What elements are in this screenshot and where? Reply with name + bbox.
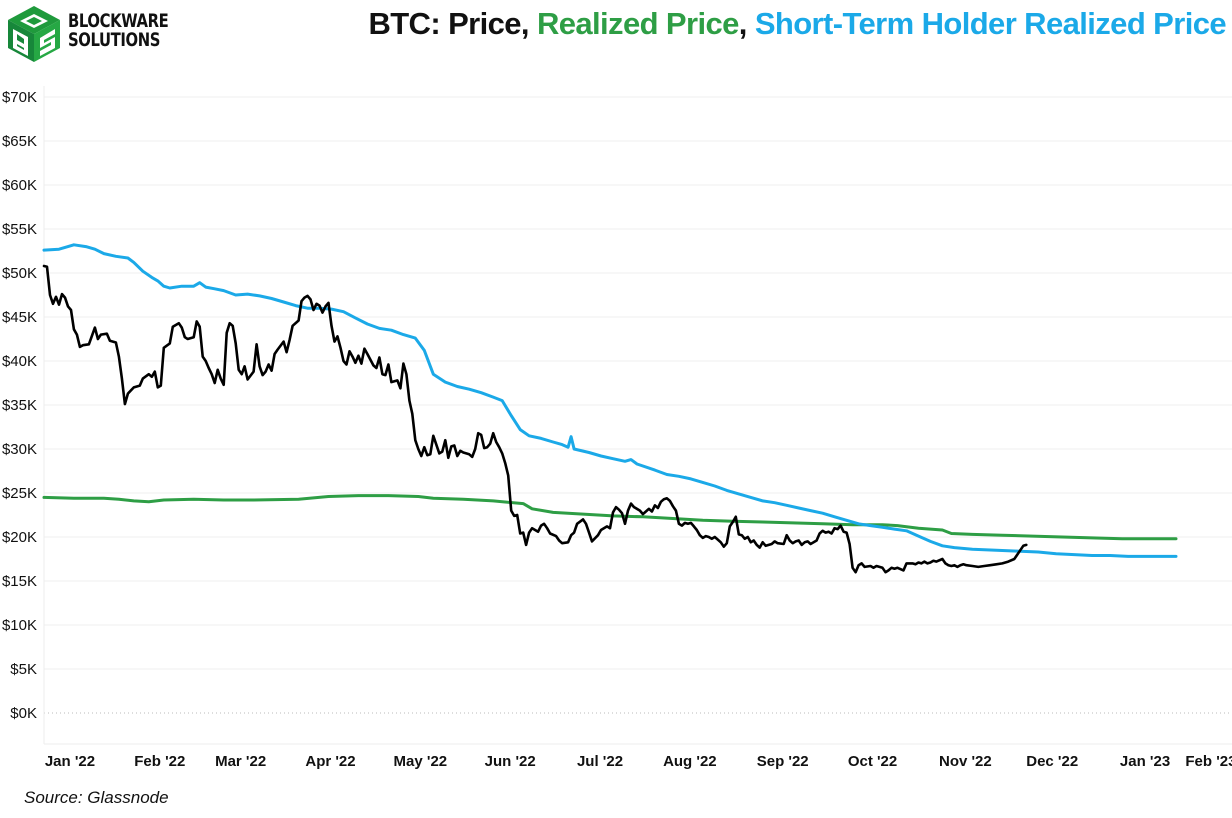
x-tick-label: Nov '22: [939, 753, 992, 770]
chart-title: BTC: Price, Realized Price, Short-Term H…: [368, 6, 1226, 42]
series-line-realized-price: [42, 494, 1178, 541]
title-separator: ,: [520, 6, 537, 41]
series-line-short-term-holder-realized-price: [42, 243, 1178, 558]
series-line-price: [42, 264, 1028, 574]
gridlines: [44, 96, 1232, 714]
y-tick-label: $65K: [2, 133, 37, 150]
x-tick-label: Jun '22: [485, 753, 536, 770]
y-tick-label: $15K: [2, 573, 37, 590]
x-tick-label: Sep '22: [757, 753, 809, 770]
x-tick-label: Apr '22: [305, 753, 355, 770]
x-tick-label: Oct '22: [848, 753, 897, 770]
y-tick-label: $50K: [2, 265, 37, 282]
y-tick-label: $30K: [2, 441, 37, 458]
x-tick-label: Aug '22: [663, 753, 717, 770]
y-tick-label: $35K: [2, 397, 37, 414]
x-tick-label: Feb '22: [134, 753, 185, 770]
title-realized-price: Realized Price: [536, 6, 739, 41]
title-separator: ,: [738, 6, 755, 41]
source-note: Source: Glassnode: [24, 788, 169, 807]
blockware-logo-icon: [8, 6, 60, 62]
x-tick-label: Dec '22: [1026, 753, 1078, 770]
y-axis-ticks: $70K $65K $60K $55K $50K $45K $40K $35K $30K $25K…: [2, 89, 37, 722]
x-axis-ticks: Jan '22 Feb '22 Mar '22 Apr '22 May '22 Jun '…: [45, 753, 1232, 770]
x-tick-label: Jan '23: [1120, 753, 1170, 770]
x-tick-label: May '22: [394, 753, 448, 770]
y-tick-label: $20K: [2, 529, 37, 546]
brand-line-1: BLOCKWARE: [68, 10, 169, 32]
y-tick-label: $40K: [2, 353, 37, 370]
series-lines: [42, 243, 1178, 574]
y-tick-label: $25K: [2, 485, 37, 502]
x-tick-label: Jan '22: [45, 753, 95, 770]
y-tick-label: $45K: [2, 309, 37, 326]
x-tick-label: Mar '22: [215, 753, 266, 770]
title-sth-realized-price: Short-Term Holder Realized Price: [754, 6, 1227, 41]
y-tick-label: $0K: [10, 705, 37, 722]
brand-line-2: SOLUTIONS: [68, 29, 161, 51]
y-tick-label: $60K: [2, 177, 37, 194]
y-tick-label: $55K: [2, 221, 37, 238]
y-tick-label: $5K: [10, 661, 37, 678]
x-tick-label: Feb '23: [1185, 753, 1232, 770]
brand-name: BLOCKWARE SOLUTIONS: [68, 10, 169, 51]
y-tick-label: $10K: [2, 617, 37, 634]
x-tick-label: Jul '22: [577, 753, 623, 770]
title-price: BTC: Price: [368, 6, 521, 41]
y-tick-label: $70K: [2, 89, 37, 106]
